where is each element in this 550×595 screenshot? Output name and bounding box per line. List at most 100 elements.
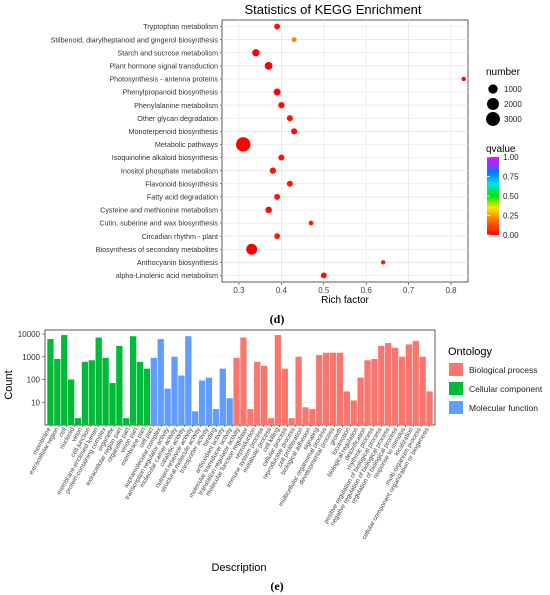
ontology-legend-title: Ontology [448,346,493,358]
bar [226,398,233,425]
bar [302,407,309,425]
pathway-label: Phenylpropanoid biosynthesis [123,88,219,97]
bar [95,337,102,425]
pathway-label: Fatty acid degradation [147,192,218,201]
bar [61,335,68,425]
bar [164,388,171,425]
data-point [236,137,251,152]
qvalue-legend-title: qvalue [486,144,516,155]
chart-title: Statistics of KEGG Enrichment [244,2,421,17]
data-point [264,61,273,70]
bar [54,358,61,425]
pathway-label: Flavonoid biosynthesis [145,179,218,188]
pathway-label: Plant hormone signal transduction [109,61,218,70]
data-point [278,154,285,161]
bar [102,357,109,425]
bar [81,361,89,425]
x-tick-label: 0.6 [361,286,373,295]
bar [254,361,261,425]
pathway-label: Other glycan degradation [137,114,218,123]
bar [247,409,254,425]
pathway-label: Photosynthesis - antenna proteins [109,75,218,84]
colorbar-tick-label: 0.75 [503,173,519,182]
bar [336,352,344,425]
pathway-label: Isoquinoline alkaloid biosynthesis [112,153,219,162]
bar [391,347,399,425]
y-tick-label: 100 [27,376,41,385]
size-legend-key [487,98,499,110]
data-points [236,23,466,279]
data-point [274,23,281,30]
pathway-label: Tryptophan metabolism [143,22,218,31]
bar [109,383,116,425]
bar [67,379,75,425]
y-tick-label: 1000 [22,353,40,362]
bar [123,418,130,425]
data-point [291,128,298,135]
pathway-label: Biosynthesis of secondary metabolites [96,245,219,254]
size-legend-key [486,112,500,126]
x-tick-labels: 0.3 0.4 0.5 0.6 0.7 0.8 [233,282,457,295]
x-tick-label: 0.8 [445,286,457,295]
bar [219,368,226,425]
bar [157,339,164,425]
bar [281,368,288,425]
bar [260,365,268,425]
data-point [380,260,386,265]
bar [316,354,323,425]
panel-label-e: (e) [270,579,283,593]
pathway-label: alpha-Linolenic acid metabolism [116,271,218,280]
bar [329,352,337,425]
grid-lines [222,20,468,282]
y-axis-label: Count [3,370,15,399]
legend-key [449,363,463,376]
bar [378,345,385,425]
data-point [461,76,466,82]
bar [364,360,371,425]
bar [171,356,178,425]
bar [426,391,433,425]
ontology-legend: Ontology Biological process Cellular comp… [448,346,543,414]
bar [136,361,144,425]
kegg-enrichment-chart: Statistics of KEGG Enrichment Tryptophan… [51,2,523,326]
data-point [274,193,281,200]
size-legend-key [488,84,498,94]
bar [295,356,302,425]
bar [274,335,282,425]
data-point [252,49,260,57]
bar [343,391,350,425]
y-tick-label: 10000 [18,330,41,339]
bars [47,335,433,425]
colorbar-tick-label: 0.25 [503,212,519,221]
data-point [274,233,281,240]
qvalue-legend: qvalue 1.00 0.75 0.50 0.25 0.00 [486,144,519,240]
bar [212,409,220,425]
bar [178,375,185,425]
colorbar-tick-label: 0.50 [503,192,519,201]
bar [412,340,419,425]
pathway-label: Cutin, suberine and wax biosynthesis [99,219,218,228]
bar [323,352,330,425]
data-point [278,102,285,109]
bar [185,336,192,425]
bar [130,336,137,425]
y-tick-labels: Tryptophan metabolism Stilbenoid, diarylh… [51,22,222,280]
bar [47,339,54,425]
bar [350,400,357,425]
bar [385,343,392,425]
legend-label: Molecular function [469,403,538,413]
x-tick-label: 0.4 [276,286,288,295]
pathway-label: Stilbenoid, diarylheptanoid and gingerol… [51,35,219,44]
bar [143,368,151,425]
bar [150,357,157,425]
colorbar-tick-label: 0.00 [503,231,519,240]
bar [205,377,213,425]
bar [74,418,82,425]
data-point [265,206,272,214]
size-legend-label: 1000 [504,85,522,94]
bar [405,344,413,425]
y-tick-labels: 10000 1000 100 10 [18,330,45,407]
